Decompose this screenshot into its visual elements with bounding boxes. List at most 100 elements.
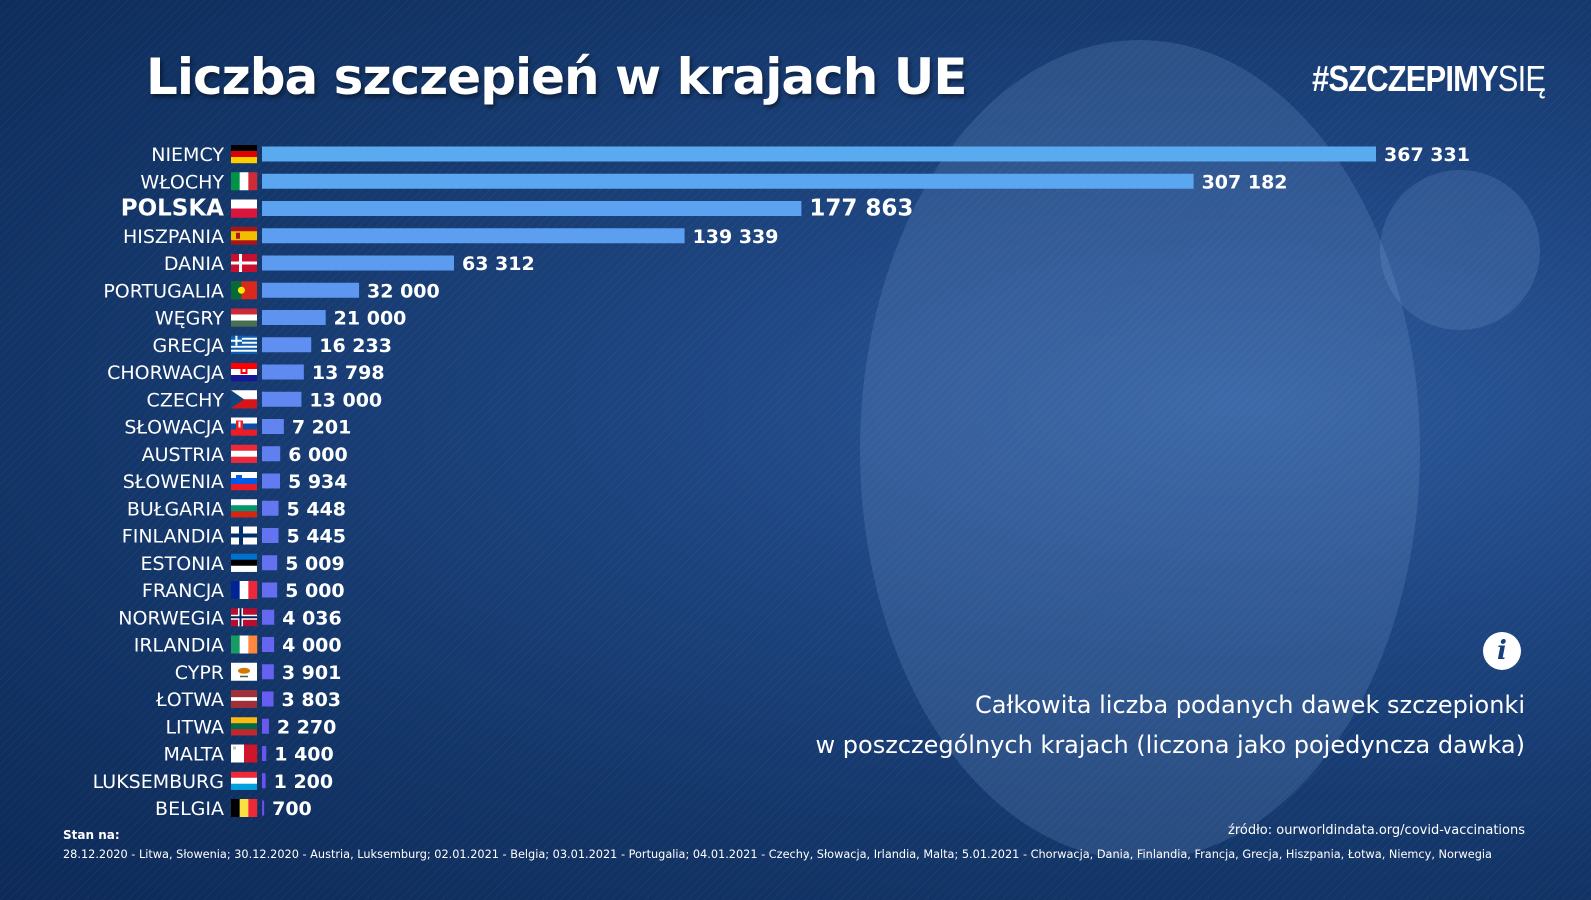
bar: [262, 773, 266, 789]
bar: [262, 146, 1376, 162]
bar: [262, 718, 269, 734]
country-label: FINLANDIA: [122, 526, 224, 548]
hashtag-light: SIĘ: [1497, 58, 1546, 99]
bar: [262, 528, 279, 543]
bar: [262, 419, 284, 434]
country-label: NIEMCY: [151, 144, 224, 166]
flag-ie-icon: [231, 635, 258, 654]
value-label: 139 339: [693, 226, 779, 248]
country-label: ESTONIA: [141, 553, 224, 575]
chart-title: Liczba szczepień w krajach UE: [146, 48, 968, 106]
value-label: 177 863: [809, 196, 913, 222]
value-label: 5 009: [285, 553, 345, 575]
flag-es-icon: [231, 226, 257, 245]
value-label: 1 200: [274, 771, 334, 793]
country-label: BUŁGARIA: [127, 498, 224, 520]
country-label: SŁOWENIA: [123, 471, 224, 493]
status-dates: 28.12.2020 - Litwa, Słowenia; 30.12.2020…: [63, 848, 1492, 861]
country-label: BELGIA: [155, 798, 224, 820]
value-label: 16 233: [319, 335, 392, 357]
value-label: 367 331: [1384, 144, 1470, 166]
flag-ee-icon: [231, 553, 257, 572]
country-label: LITWA: [165, 716, 224, 738]
flag-hr-icon: [231, 363, 257, 382]
value-label: 32 000: [367, 280, 440, 302]
bar: [262, 800, 265, 816]
flag-bg-icon: [231, 499, 257, 518]
campaign-hashtag: #SZCZEPIMYSIĘ: [1312, 58, 1546, 100]
country-label: POLSKA: [121, 196, 224, 222]
flag-lu-icon: [231, 771, 257, 790]
flag-sk-icon: [231, 417, 257, 436]
value-label: 2 270: [277, 716, 337, 738]
flag-dk-icon: [231, 254, 257, 272]
bar: [262, 664, 274, 680]
flag-de-icon: [231, 145, 257, 164]
value-label: 21 000: [334, 308, 407, 330]
flag-fr-icon: [231, 581, 258, 599]
bar: [262, 310, 326, 325]
value-label: 700: [272, 798, 312, 820]
bar: [262, 201, 802, 216]
country-label: ŁOTWA: [155, 689, 224, 711]
value-label: 5 934: [288, 471, 348, 493]
chart-description: Całkowita liczba podanych dawek szczepio…: [816, 685, 1525, 765]
bar: [262, 228, 685, 244]
value-label: 6 000: [288, 444, 348, 466]
bar: [262, 500, 279, 516]
source-note: źródło: ourworldindata.org/covid-vaccina…: [1228, 823, 1525, 838]
country-label: SŁOWACJA: [124, 417, 224, 439]
bar: [262, 637, 275, 652]
bar: [262, 391, 302, 407]
country-label: PORTUGALIA: [103, 280, 224, 302]
info-icon: i: [1483, 632, 1521, 670]
flag-cy-icon: [231, 662, 257, 681]
bar: [262, 473, 280, 489]
bar: [262, 691, 274, 707]
status-label: Stan na:: [63, 828, 120, 842]
country-label: CYPR: [175, 662, 224, 684]
bar: [262, 609, 275, 625]
country-label: WŁOCHY: [140, 171, 224, 193]
country-label: CHORWACJA: [107, 362, 224, 384]
country-label: HISZPANIA: [123, 226, 224, 248]
flag-fi-icon: [231, 526, 257, 545]
country-label: WĘGRY: [155, 308, 225, 330]
value-label: 63 312: [462, 253, 535, 275]
description-line-1: Całkowita liczba podanych dawek szczepio…: [975, 691, 1525, 719]
flag-it-icon: [231, 172, 258, 191]
country-label: NORWEGIA: [118, 607, 224, 629]
bar: [262, 555, 278, 571]
bar: [262, 173, 1194, 189]
value-label: 3 901: [282, 662, 342, 684]
bar: [262, 446, 281, 462]
country-label: LUKSEMBURG: [93, 771, 224, 793]
bar: [262, 364, 304, 380]
country-label: MALTA: [164, 744, 225, 766]
bar: [262, 746, 267, 761]
bar: [262, 337, 312, 353]
value-label: 13 798: [312, 362, 385, 384]
value-label: 5 445: [287, 526, 347, 548]
flag-hu-icon: [231, 308, 257, 327]
flag-no-icon: [231, 608, 257, 627]
bar: [262, 255, 455, 271]
value-label: 307 182: [1202, 171, 1288, 193]
bar: [262, 282, 360, 298]
value-label: 4 036: [282, 607, 342, 629]
value-label: 4 000: [282, 635, 342, 657]
flag-at-icon: [231, 444, 257, 463]
flag-pl-icon: [231, 199, 257, 218]
country-label: IRLANDIA: [134, 635, 224, 657]
value-label: 1 400: [274, 744, 334, 766]
flag-cz-icon: [231, 390, 257, 409]
value-label: 5 448: [287, 498, 347, 520]
country-label: CZECHY: [147, 389, 225, 411]
country-label: AUSTRIA: [142, 444, 224, 466]
bar: [262, 582, 278, 598]
country-label: DANIA: [164, 253, 224, 275]
flag-be-icon: [231, 799, 258, 817]
value-label: 5 000: [285, 580, 345, 602]
